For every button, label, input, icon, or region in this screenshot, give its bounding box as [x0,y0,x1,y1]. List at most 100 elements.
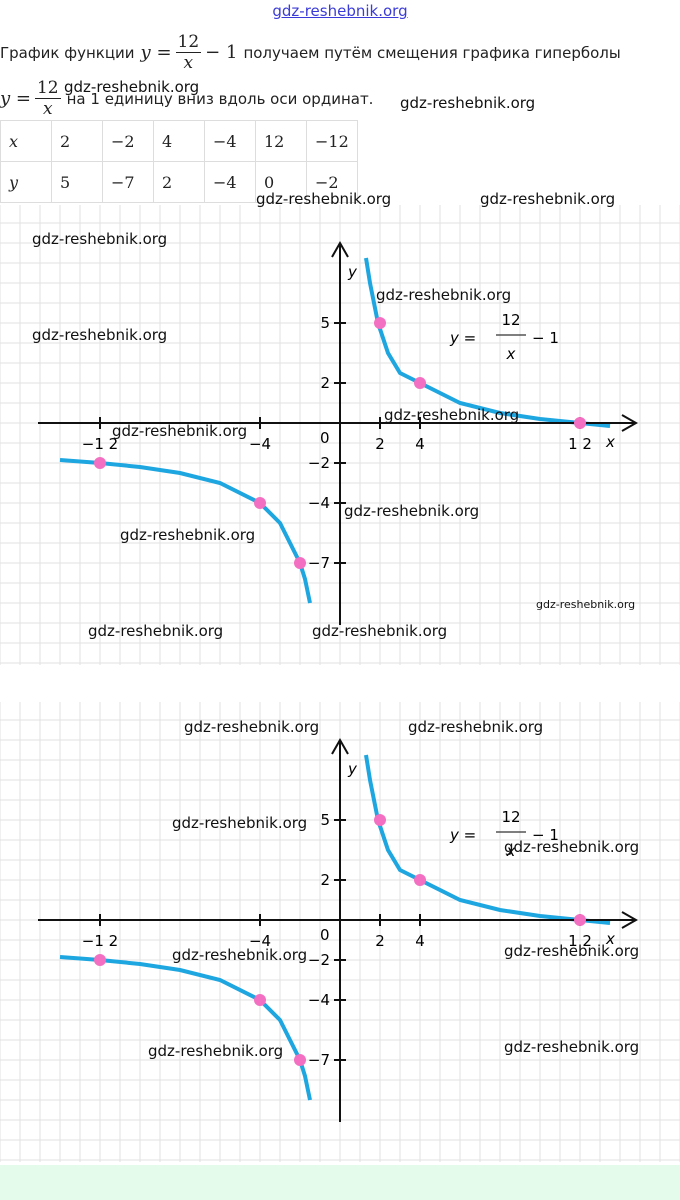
point [414,377,426,389]
point [574,914,586,926]
watermark: gdz-reshebnik.org [504,942,640,960]
watermark: gdz-reshebnik.org [32,230,168,248]
formula-num: 12 [501,311,520,329]
x-tick-label: 1 2 [568,932,592,950]
watermark: gdz-reshebnik.org [344,502,480,520]
site-link[interactable]: gdz-reshebnik.org [272,2,408,20]
y-tick-label: 2 [320,871,330,889]
watermark: gdz-reshebnik.org [384,406,520,424]
formula-lhs: y = [449,826,476,844]
table-cell: 12 [255,120,307,162]
y-axis-label: y [347,760,358,778]
watermark: gdz-reshebnik.org [504,838,640,856]
point [254,497,266,509]
curve-left [59,458,312,604]
origin-label: 0 [320,926,330,944]
point [94,954,106,966]
formula-lhs: y = [449,329,476,347]
intro-line-2: y = 12 x на 1 единицу вниз вдоль оси орди… [0,78,373,119]
watermark: gdz-reshebnik.org [172,946,308,964]
y-tick-label: −7 [308,1051,330,1069]
x-arrow [621,414,639,432]
graph: x y 0 −1 2 −4 2 4 1 2 5 2 −2 −4 −7 y = 12 x − 1 [0,702,680,1162]
formula-lhs: y = [0,88,31,109]
y-tick-label: 2 [320,374,330,392]
table-cell: 4 [153,120,205,162]
point [414,874,426,886]
watermark: gdz-reshebnik.org [408,718,544,736]
table-cell: x [0,120,52,162]
watermark: gdz-reshebnik.org [184,718,320,736]
table-cell: 2 [51,120,103,162]
watermark: gdz-reshebnik.org [536,598,636,611]
y-axis-label: y [347,263,358,281]
table-cell: −4 [204,120,256,162]
numerator: 12 [175,32,202,53]
x-tick-label: 1 2 [568,435,592,453]
watermark: gdz-reshebnik.org [504,1038,640,1056]
curve-left [59,955,312,1101]
x-tick-label: 2 [375,435,385,453]
intro-text: получаем путём смещения графика гипербол… [243,43,621,62]
y-tick-label: 5 [320,811,330,829]
point [94,457,106,469]
table-cell: −7 [102,161,154,203]
y-tick-label: 5 [320,314,330,332]
point [574,417,586,429]
watermark: gdz-reshebnik.org [32,326,168,344]
table-cell: −4 [204,161,256,203]
footer-band [0,1165,680,1200]
formula: y = 12 x [0,78,61,119]
watermark: gdz-reshebnik.org [64,78,200,96]
formula-den: x [506,345,516,363]
y-tick-label: −2 [308,951,330,969]
y-tick-label: −7 [308,554,330,572]
x-axis-label: x [605,930,615,948]
numerator: 12 [34,78,61,99]
watermark: gdz-reshebnik.org [480,190,616,208]
denominator: x [43,99,53,119]
formula-lhs: y = [140,42,172,63]
point [254,994,266,1006]
formula-den: x [506,842,516,860]
y-tick-label: −2 [308,454,330,472]
x-arrow [621,911,639,929]
denominator: x [183,53,194,73]
table-cell: y [0,161,52,203]
table-cell: −2 [306,161,358,203]
y-arrow [331,240,349,258]
x-tick-label: −4 [249,435,271,453]
x-tick-label: −4 [249,932,271,950]
table-cell: −2 [102,120,154,162]
point [374,814,386,826]
values-table: x 2 −2 4 −4 12 −12 y 5 −7 2 −4 0 −2 [0,120,358,203]
table-cell: −12 [306,120,358,162]
x-tick-label: −1 2 [82,932,118,950]
watermark: gdz-reshebnik.org [376,286,512,304]
table-cell: 5 [51,161,103,203]
graph: x y 0 −1 2 −4 2 4 1 2 5 2 −2 −4 −7 y = 12 x − 1 [0,205,680,665]
intro-text: на 1 единицу вниз вдоль оси ординат. [66,89,374,108]
fraction: 12 x [34,78,61,119]
fraction: 12 x [175,32,202,73]
watermark: gdz-reshebnik.org [400,94,536,112]
table-cell: 2 [153,161,205,203]
watermark: gdz-reshebnik.org [120,526,256,544]
x-tick-label: 4 [415,435,425,453]
point [294,1054,306,1066]
x-tick-label: −1 2 [82,435,118,453]
watermark: gdz-reshebnik.org [256,190,392,208]
watermark: gdz-reshebnik.org [148,1042,284,1060]
table-row: y 5 −7 2 −4 0 −2 [0,161,358,203]
origin-label: 0 [320,429,330,447]
y-tick-label: −4 [308,494,330,512]
x-axis-label: x [605,433,615,451]
formula-num: 12 [501,808,520,826]
intro-line-1: График функции y = 12 x − 1 получаем путё… [0,32,621,73]
point [294,557,306,569]
formula-rest: − 1 [532,329,559,347]
formula: y = 12 x − 1 [141,32,238,73]
formula-rest: − 1 [532,826,559,844]
y-arrow [331,737,349,755]
